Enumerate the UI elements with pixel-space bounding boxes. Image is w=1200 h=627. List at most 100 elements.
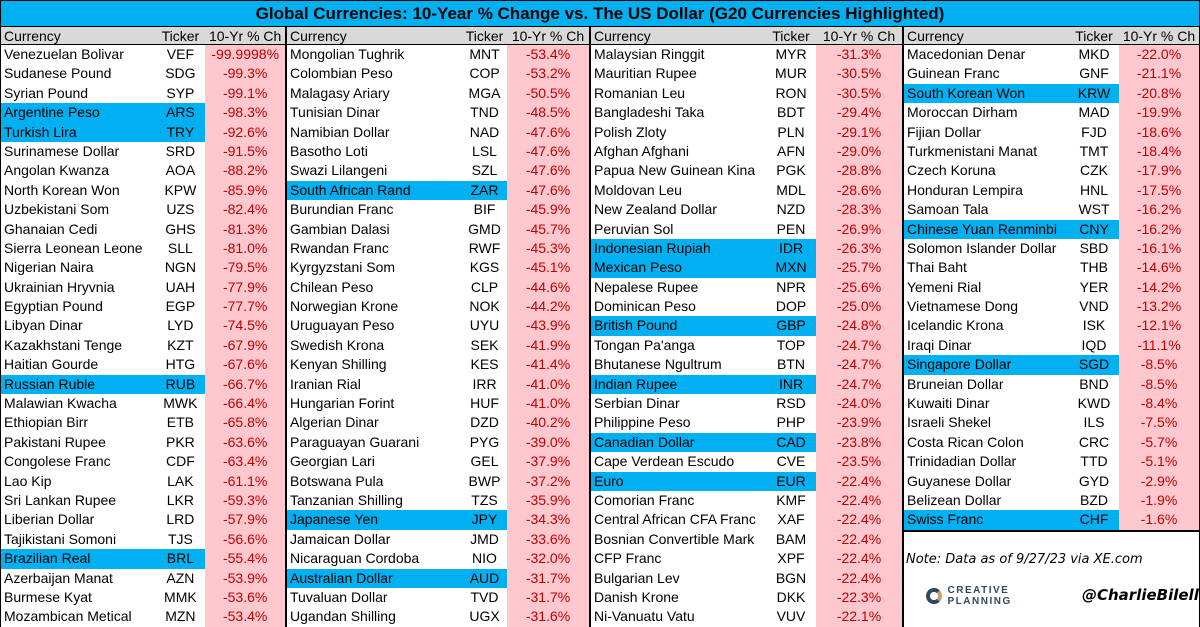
currency-name: Comorian Franc <box>594 491 695 508</box>
ten-year-change: -25.7% <box>816 258 902 278</box>
currency-name: Malagasy Ariary <box>290 84 390 101</box>
currency-ticker: IQD <box>1081 336 1107 353</box>
ten-year-change: -39.0% <box>507 432 589 453</box>
table-row-g20: Japanese Yen JPY -34.3% <box>287 510 589 530</box>
currency-name: Nicaraguan Cordoba <box>290 550 420 567</box>
currency-ticker: CRC <box>1078 433 1110 450</box>
table-row: Icelandic Krona ISK -12.1% <box>904 316 1199 336</box>
ten-year-change: -34.3% <box>507 510 589 530</box>
ten-year-change: -63.4% <box>205 452 286 472</box>
currency-name: Japanese Yen <box>287 510 462 530</box>
currency-ticker: NOK <box>469 298 500 315</box>
table-row: North Korean Won KPW -85.9% <box>1 180 286 201</box>
currency-name: Libyan Dinar <box>4 317 83 334</box>
currency-name: Belizean Dollar <box>907 491 1002 508</box>
currency-name: Ni-Vanuatu Vatu <box>594 608 695 625</box>
currency-name: Burundian Franc <box>290 201 394 218</box>
ten-year-change: -47.6% <box>507 180 589 201</box>
currency-name: Uzbekistani Som <box>4 201 110 218</box>
table-row: Sudanese Pound SDG -99.3% <box>1 64 286 84</box>
currency-name: Bhutanese Ngultrum <box>594 356 722 373</box>
ten-year-change: -13.2% <box>1119 297 1199 317</box>
currency-ticker: SZL <box>471 162 498 179</box>
ten-year-change: -30.5% <box>816 64 902 84</box>
table-row: Iraqi Dinar IQD -11.1% <box>904 335 1199 356</box>
ten-year-change: -21.1% <box>1119 64 1199 84</box>
table-row-g20: Swiss Franc CHF -1.6% <box>904 510 1199 530</box>
table-row: Bosnian Convertible Mark BAM -22.4% <box>591 529 902 550</box>
table-row: Samoan Tala WST -16.2% <box>904 200 1199 220</box>
currency-ticker: XAF <box>777 511 805 528</box>
currency-name: Singapore Dollar <box>904 355 1069 375</box>
currency-ticker: LAK <box>167 472 194 489</box>
ten-year-change: -31.7% <box>507 568 589 588</box>
currency-ticker: PEN <box>776 220 806 237</box>
table-row: Bhutanese Ngultrum BTN -24.7% <box>591 355 902 375</box>
currency-ticker: ILS <box>1083 414 1105 431</box>
currency-ticker: SBD <box>1079 239 1109 256</box>
currency-ticker: BRL <box>155 549 206 569</box>
ten-year-change: -11.1% <box>1119 335 1199 356</box>
ten-year-change: -5.1% <box>1119 452 1199 472</box>
currency-name: South Korean Won <box>904 83 1069 104</box>
table-row: Bulgarian Lev BGN -22.4% <box>591 568 902 588</box>
currency-name: Solomon Islander Dollar <box>907 239 1057 256</box>
ten-year-change: -45.7% <box>507 219 589 239</box>
currency-ticker: KES <box>470 356 499 373</box>
currency-name: Guinean Franc <box>907 65 1000 82</box>
currency-name: Czech Koruna <box>907 162 996 179</box>
currency-ticker: TND <box>470 104 499 121</box>
table-row-g20: Brazilian Real BRL -55.4% <box>1 549 286 569</box>
currency-name: Swiss Franc <box>904 510 1069 530</box>
currency-name: Sudanese Pound <box>4 65 112 82</box>
header-currency: Currency <box>907 28 964 44</box>
currency-table-group-2: Currency Ticker 10-Yr % Ch Mongolian Tughri… <box>287 27 591 627</box>
table-row: Kyrgyzstani Som KGS -45.1% <box>287 258 589 278</box>
currency-ticker: DOP <box>775 298 807 315</box>
currency-name: Cape Verdean Escudo <box>594 453 735 470</box>
currency-name: Swazi Lilangeni <box>290 162 388 179</box>
table-row: Surinamese Dollar SRD -91.5% <box>1 141 286 162</box>
ten-year-change: -50.5% <box>507 83 589 104</box>
ten-year-change: -18.6% <box>1119 122 1199 142</box>
currency-name: Afghan Afghani <box>594 142 689 159</box>
currency-ticker: IDR <box>766 238 816 259</box>
header-ticker: Ticker <box>1075 28 1113 44</box>
currency-name: Georgian Lari <box>290 453 375 470</box>
header-currency: Currency <box>594 28 651 44</box>
table-row: Ni-Vanuatu Vatu VUV -22.1% <box>591 607 902 627</box>
table-row-g20: South African Rand ZAR -47.6% <box>287 180 589 201</box>
currency-ticker: BZD <box>1080 491 1108 508</box>
table-row: Algerian Dinar DZD -40.2% <box>287 413 589 433</box>
ten-year-change: -16.1% <box>1119 238 1199 259</box>
currency-ticker: WST <box>1078 201 1110 218</box>
currency-ticker: VND <box>1079 298 1109 315</box>
currency-ticker: AZN <box>166 569 195 586</box>
currency-ticker: SYP <box>166 84 195 101</box>
ten-year-change: -24.7% <box>816 335 902 356</box>
currency-ticker: HNL <box>1079 181 1108 198</box>
ten-year-change: -16.2% <box>1119 219 1199 239</box>
table-row-g20: Singapore Dollar SGD -8.5% <box>904 355 1199 375</box>
logo-text: CREATIVE PLANNING <box>947 585 1012 607</box>
ten-year-change: -79.5% <box>205 258 286 278</box>
table-row-g20: Russian Ruble RUB -66.7% <box>1 374 286 395</box>
currency-ticker: KGS <box>469 259 500 276</box>
currency-name: Iraqi Dinar <box>907 336 972 353</box>
currency-ticker: RON <box>775 84 807 101</box>
table-row-g20: Canadian Dollar CAD -23.8% <box>591 432 902 453</box>
table-row: Paraguayan Guarani PYG -39.0% <box>287 432 589 453</box>
currency-name: North Korean Won <box>4 181 120 198</box>
currency-name: Nigerian Naira <box>4 259 94 276</box>
ten-year-change: -53.4% <box>205 607 286 627</box>
currency-name: Bruneian Dollar <box>907 375 1004 392</box>
ten-year-change: -28.3% <box>816 200 902 220</box>
ten-year-change: -8.5% <box>1119 374 1199 395</box>
currency-name: South African Rand <box>287 180 462 201</box>
currency-ticker: ETB <box>166 414 194 431</box>
currency-name: Venezuelan Bolivar <box>4 46 124 62</box>
currency-name: Danish Krone <box>594 588 679 605</box>
currency-ticker: VUV <box>776 608 806 625</box>
currency-name: Colombian Peso <box>290 65 393 82</box>
currency-name: Nepalese Rupee <box>594 278 699 295</box>
